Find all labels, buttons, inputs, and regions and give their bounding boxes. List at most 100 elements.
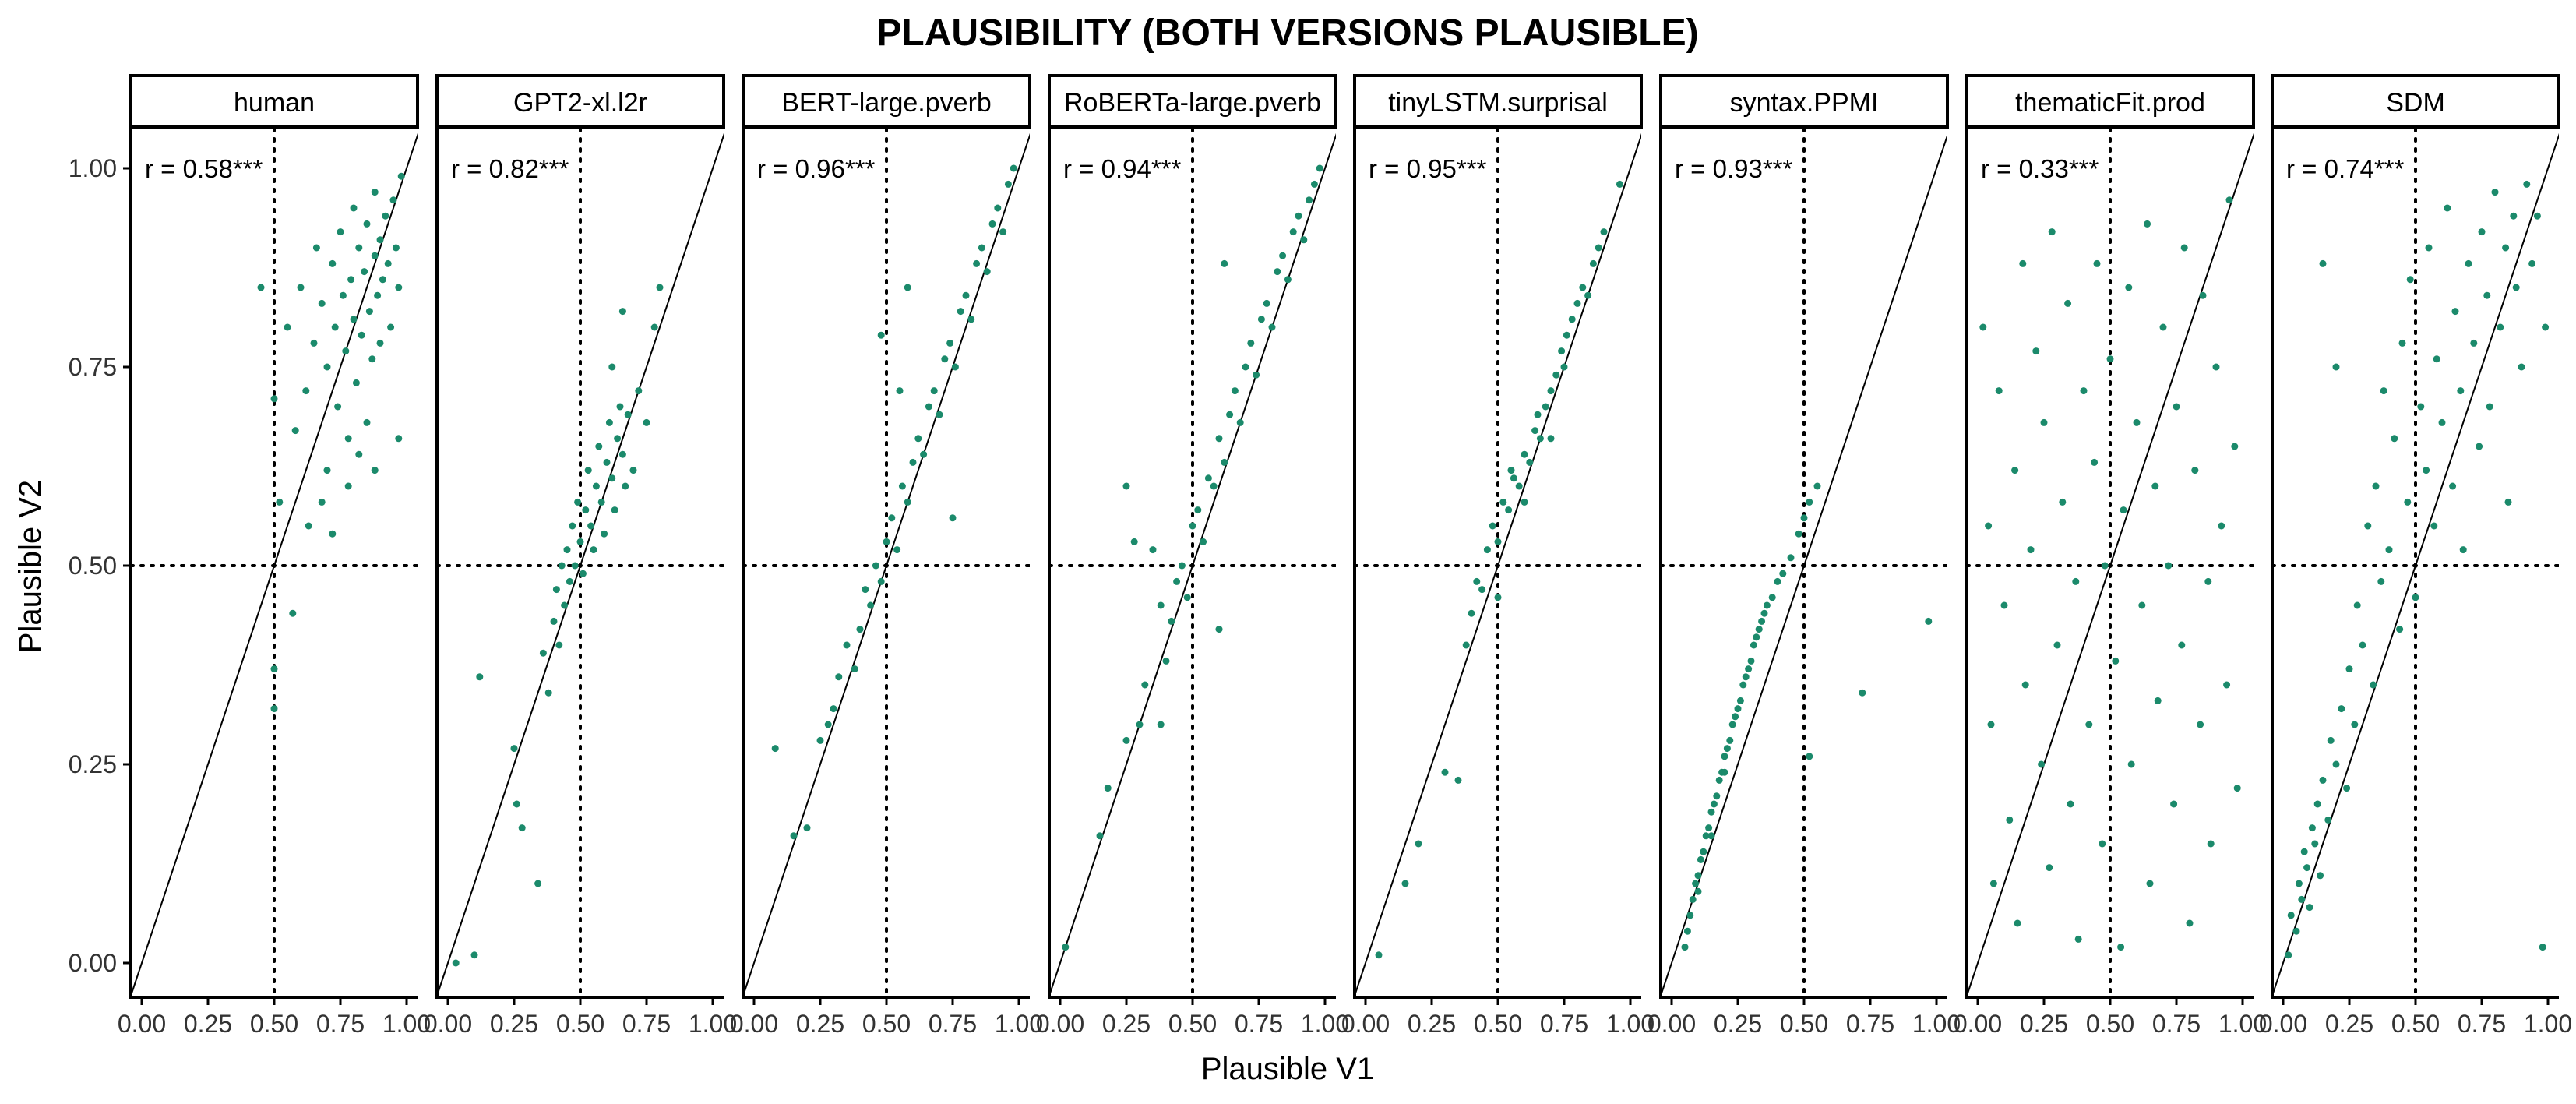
data-point xyxy=(2144,220,2151,228)
data-point xyxy=(2313,800,2321,808)
data-point xyxy=(270,395,278,403)
data-point xyxy=(867,601,875,609)
data-point xyxy=(2165,562,2173,570)
data-point xyxy=(909,458,917,466)
data-point xyxy=(925,403,932,411)
data-point xyxy=(2170,800,2178,808)
data-point xyxy=(1010,164,1017,172)
data-point xyxy=(291,427,299,435)
data-point xyxy=(2154,697,2162,704)
data-point xyxy=(2451,308,2459,316)
data-point xyxy=(1122,482,1130,490)
data-point xyxy=(851,665,858,673)
data-point xyxy=(302,387,310,395)
data-point xyxy=(1686,912,1694,919)
data-point xyxy=(576,538,584,545)
data-point xyxy=(2327,736,2335,744)
data-point xyxy=(1494,594,1502,601)
data-point xyxy=(1595,244,1602,252)
x-tick-label: 0.75 xyxy=(1540,1010,1588,1038)
data-point xyxy=(1062,944,1070,951)
x-tick-label: 0.50 xyxy=(1474,1010,1522,1038)
data-point xyxy=(1800,514,1808,522)
data-point xyxy=(1732,713,1739,721)
x-tick-label: 0.00 xyxy=(730,1010,778,1038)
data-point xyxy=(2319,776,2327,784)
data-point xyxy=(611,506,618,514)
data-point xyxy=(771,745,779,753)
data-point xyxy=(1989,880,1997,887)
data-point xyxy=(387,323,395,331)
data-point xyxy=(2085,721,2093,728)
data-point xyxy=(270,665,278,673)
correlation-label: r = 0.94*** xyxy=(1063,154,1182,183)
data-point xyxy=(2412,594,2419,601)
data-point xyxy=(1531,427,1539,435)
data-point xyxy=(883,538,890,545)
data-point xyxy=(2112,657,2120,665)
data-point xyxy=(2106,355,2114,363)
data-point xyxy=(951,363,959,371)
data-point xyxy=(1200,538,1207,545)
data-point xyxy=(2038,760,2046,768)
x-tick-label: 0.00 xyxy=(2259,1010,2307,1038)
data-point xyxy=(352,379,360,386)
x-tick-label: 0.50 xyxy=(1168,1010,1217,1038)
x-tick-label: 0.00 xyxy=(1647,1010,1696,1038)
x-tick-label: 0.25 xyxy=(1102,1010,1151,1038)
data-point xyxy=(1600,228,1608,236)
x-tick-label: 0.00 xyxy=(424,1010,472,1038)
data-point xyxy=(1859,689,1866,697)
data-point xyxy=(518,824,526,832)
data-point xyxy=(2011,467,2019,474)
data-point xyxy=(1702,832,1710,840)
data-point xyxy=(371,467,379,474)
data-point xyxy=(1736,697,1744,704)
data-point xyxy=(2046,864,2053,872)
data-point xyxy=(1157,721,1165,728)
data-point xyxy=(2491,189,2499,196)
data-point xyxy=(608,474,616,482)
x-tick-label: 0.00 xyxy=(1036,1010,1084,1038)
data-point xyxy=(361,268,368,276)
data-point xyxy=(904,498,911,506)
data-point xyxy=(1173,577,1181,585)
data-point xyxy=(371,189,379,196)
facet-strip-label: RoBERTa-large.pverb xyxy=(1064,88,1321,118)
data-point xyxy=(1221,259,1228,267)
data-point xyxy=(1560,363,1568,371)
data-point xyxy=(350,316,358,323)
data-point xyxy=(2504,498,2512,506)
x-tick-label: 0.25 xyxy=(184,1010,232,1038)
data-point xyxy=(476,673,484,681)
facet-plot-area xyxy=(1355,129,1641,997)
data-point xyxy=(2370,681,2377,689)
data-point xyxy=(1130,538,1138,545)
data-point xyxy=(2019,259,2027,267)
x-tick-label: 0.75 xyxy=(316,1010,365,1038)
data-point xyxy=(1739,681,1747,689)
data-point xyxy=(1742,673,1750,681)
facet-strip-label: syntax.PPMI xyxy=(1730,88,1879,118)
data-point xyxy=(1441,768,1449,776)
data-point xyxy=(2351,721,2359,728)
data-point xyxy=(946,339,954,347)
x-tick-label: 1.00 xyxy=(1301,1010,1349,1038)
data-point xyxy=(310,339,318,347)
x-tick-label: 0.25 xyxy=(796,1010,844,1038)
data-point xyxy=(1568,316,1576,323)
data-point xyxy=(1547,387,1555,395)
facet-strip xyxy=(742,74,1031,129)
data-point xyxy=(1136,721,1144,728)
data-point xyxy=(2067,800,2074,808)
data-point xyxy=(555,641,563,649)
facet-strip xyxy=(129,74,419,129)
facet-plot-area xyxy=(2272,129,2559,997)
data-point xyxy=(395,284,403,291)
data-point xyxy=(312,244,320,252)
facet-1: GPT2-xl.l2r r = 0.82*** 0.00 0.25 0.50 0.75 1.… xyxy=(424,74,737,1038)
data-point xyxy=(2404,498,2412,506)
x-tick-label: 0.25 xyxy=(490,1010,538,1038)
data-point xyxy=(1210,482,1218,490)
